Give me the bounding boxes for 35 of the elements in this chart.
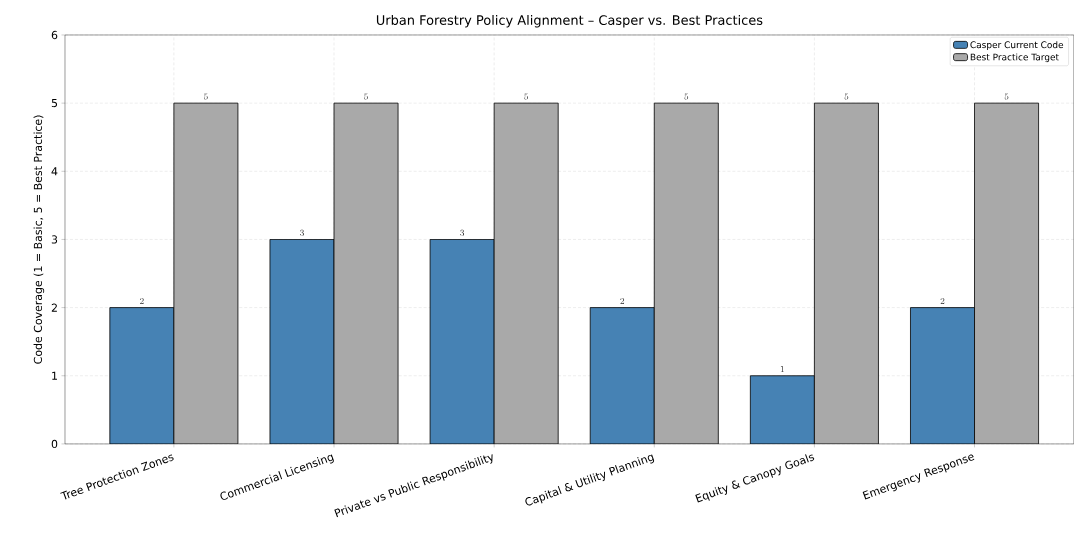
y-tick-label: 1	[52, 371, 57, 380]
bar	[269, 239, 335, 444]
data-label: 3	[300, 229, 304, 236]
data-label: 2	[620, 297, 625, 304]
data-label: 2	[140, 297, 144, 304]
y-axis-title: Code Coverage (1 = Basic, 5 = Best Practice)	[33, 115, 45, 364]
y-tick-label: 4	[51, 167, 58, 176]
y-tick-label: 6	[51, 30, 58, 40]
data-label: 2	[940, 297, 945, 304]
data-label: 5	[364, 93, 368, 100]
bar	[910, 307, 975, 444]
bar	[814, 102, 879, 444]
y-tick-label: 5	[51, 99, 58, 108]
bar	[430, 239, 495, 444]
legend-label: Casper Current Code	[970, 41, 1064, 50]
bar	[589, 307, 655, 444]
bar	[749, 375, 815, 444]
y-tick-label: 2	[51, 303, 57, 312]
y-tick-label: 3	[51, 235, 58, 244]
chart-title: Urban Forestry Policy Alignment – Casper vs. Best Practices	[376, 14, 763, 28]
y-tick-label: 0	[51, 439, 58, 449]
bar	[653, 102, 719, 444]
legend-label: Best Practice Target	[970, 53, 1059, 63]
data-label: 5	[844, 93, 849, 100]
bar	[333, 102, 399, 444]
bar	[974, 102, 1039, 444]
data-label: 3	[460, 229, 465, 236]
bar	[494, 103, 559, 444]
bar	[173, 102, 239, 444]
data-label: 5	[684, 93, 689, 100]
data-label: 5	[1004, 93, 1009, 100]
bar	[109, 307, 175, 444]
data-label: 5	[204, 93, 208, 100]
data-label: 1	[780, 366, 784, 373]
data-label: 5	[524, 93, 528, 100]
